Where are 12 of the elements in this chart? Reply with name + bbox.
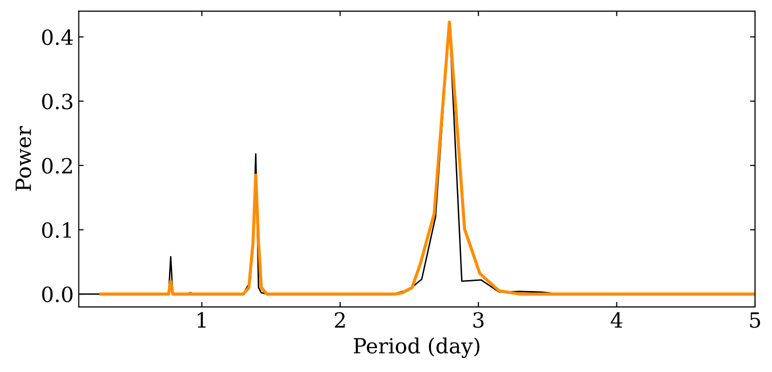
y-tick-label: 0.4 xyxy=(42,29,73,46)
y-tick-label: 0.0 xyxy=(42,286,72,302)
y-tick-label: 0.1 xyxy=(42,222,71,238)
x-axis-title: Period (day) xyxy=(354,337,480,358)
y-tick-label: 0.2 xyxy=(42,158,72,174)
x-tick-label: 2 xyxy=(334,312,345,328)
x-tick-label: 1 xyxy=(198,312,206,328)
x-tick-label: 5 xyxy=(750,312,760,328)
x-tick-label: 4 xyxy=(610,312,622,328)
y-axis-title: Power xyxy=(16,126,32,191)
y-tick-label: 0.3 xyxy=(42,94,72,110)
x-tick-label: 3 xyxy=(473,312,484,328)
